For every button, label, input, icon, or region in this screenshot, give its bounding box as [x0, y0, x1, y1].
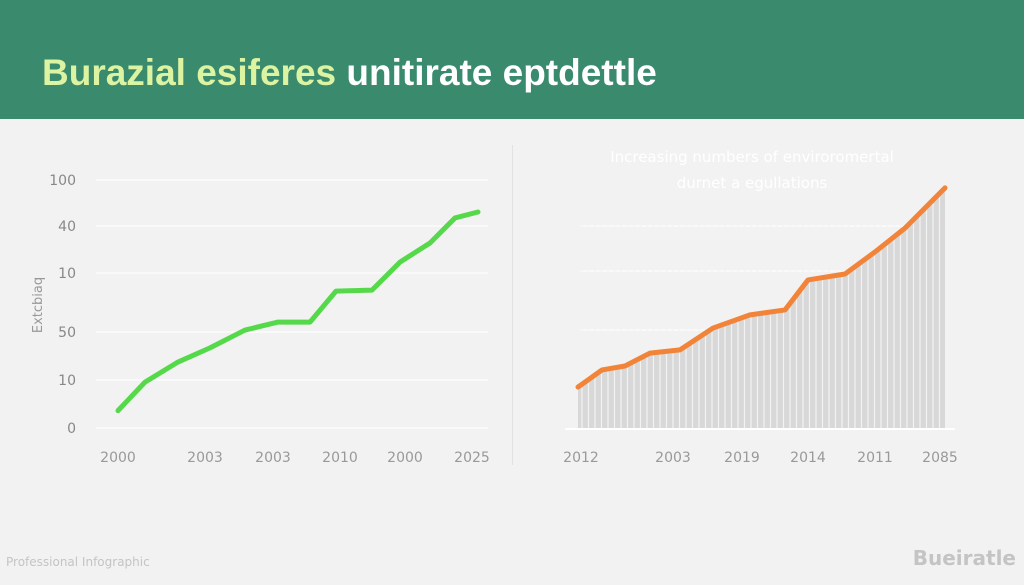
x-tick-label: 2019 [724, 450, 760, 466]
chart-title: Increasing numbers of enviroromertal durn… [610, 148, 894, 192]
y-tick-label: 10 [58, 266, 76, 282]
y-tick-label: 10 [58, 373, 76, 389]
x-tick-label: 2000 [387, 450, 423, 466]
y-tick-label: 0 [67, 421, 76, 437]
chart-title-line: Increasing numbers of enviroromertal [610, 148, 894, 166]
page-title: Burazial esiferes unitirate eptdettle [42, 52, 657, 94]
y-axis-label: Extcbiaq [31, 277, 46, 333]
x-tick-label: 2012 [563, 450, 599, 466]
x-tick-label: 2003 [187, 450, 223, 466]
y-tick-label: 40 [58, 219, 76, 235]
chart-title-line: durnet a egullations [677, 174, 828, 192]
x-tick-label: 2014 [790, 450, 826, 466]
x-tick-label: 2025 [454, 450, 490, 466]
x-tick-label: 2010 [322, 450, 358, 466]
x-tick-label: 2003 [255, 450, 291, 466]
header-banner: Burazial esiferes unitirate eptdettle [0, 0, 1024, 119]
green-series-line [115, 209, 481, 414]
chart-divider [512, 145, 513, 465]
y-tick-label: 50 [58, 325, 76, 341]
y-tick-label: 100 [49, 173, 76, 189]
x-tick-label: 2003 [655, 450, 691, 466]
title-rest: unitirate eptdettle [346, 52, 657, 93]
x-tick-label: 2085 [922, 450, 958, 466]
x-tick-label: 2011 [857, 450, 893, 466]
footer-brand: Bueiratle [912, 546, 1016, 570]
title-highlight: Burazial esiferes [42, 52, 337, 93]
area-fill [578, 187, 945, 428]
x-tick-label: 2000 [100, 450, 136, 466]
footer-caption: Professional Infographic [6, 555, 150, 569]
